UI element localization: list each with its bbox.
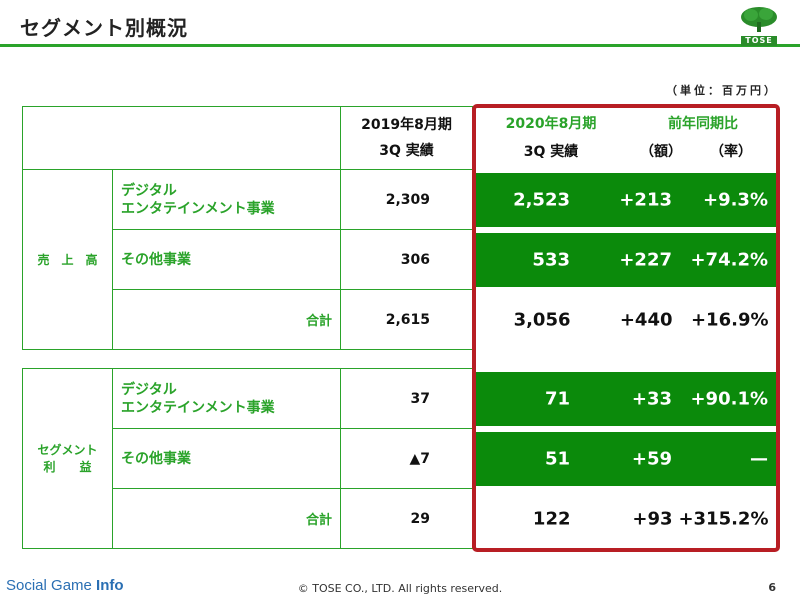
rate-value: +315.2% [678, 508, 769, 529]
profit-label-line2: 利 益 [43, 459, 92, 474]
prev-value: 306 [340, 229, 473, 290]
header-rate: （率） [710, 143, 752, 160]
prev-value: 29 [340, 488, 473, 549]
header-amount: （額） [640, 143, 682, 160]
total-values: 3,056 +440 +16.9% [473, 293, 777, 347]
rate-value: +74.2% [690, 249, 768, 270]
cur-value: 122 [532, 508, 571, 529]
row-label-line2: エンタテインメント事業 [121, 200, 275, 217]
current-values-row: 71 +33 +90.1% [473, 369, 777, 429]
header-yoy: 前年同期比 [668, 115, 738, 132]
current-values-row: 122 +93 +315.2% [473, 489, 777, 549]
row-label-line1: デジタル [121, 381, 177, 398]
profit-segment-label: セグメント 利 益 [22, 368, 113, 549]
row-label-line2: エンタテインメント事業 [121, 399, 275, 416]
diff-value: +227 [619, 249, 672, 270]
green-highlight: 2,523 +213 +9.3% [473, 172, 776, 227]
header-empty-cell [22, 106, 341, 170]
title-divider [0, 44, 800, 47]
page-title: セグメント別概況 [20, 16, 188, 40]
tose-logo: TOSE [739, 6, 779, 46]
unit-label: （単位：百万円） [666, 84, 778, 97]
diff-value: +213 [619, 189, 672, 210]
prev-value: 37 [340, 368, 473, 429]
prev-value: 2,309 [340, 169, 473, 230]
current-values-row: 3,056 +440 +16.9% [473, 290, 777, 350]
tree-icon [741, 7, 777, 32]
brand-text-bold: Info [96, 577, 124, 594]
current-values-row: 51 +59 — [473, 429, 777, 489]
copyright: © TOSE CO., LTD. All rights reserved. [297, 582, 503, 595]
current-values-row: 2,523 +213 +9.3% [473, 170, 777, 230]
brand-text: Social Game [6, 577, 97, 594]
diff-value: +59 [631, 448, 672, 469]
header-prev-actual: 3Q 実績 [379, 143, 434, 159]
total-label: 合計 [112, 488, 341, 549]
diff-value: +93 [632, 508, 673, 529]
header-current-year: 2020年8月期 3Q 実績 前年同期比 （額） （率） [473, 107, 777, 170]
prev-value: 2,615 [340, 289, 473, 350]
header-cur-actual: 3Q 実績 [523, 143, 579, 160]
total-label: 合計 [112, 289, 341, 350]
total-values: 122 +93 +315.2% [473, 492, 777, 546]
footer-brand: Social Game Info [6, 577, 124, 594]
cur-value: 2,523 [513, 189, 570, 210]
cur-value: 71 [544, 388, 570, 409]
row-label-digital: デジタル エンタテインメント事業 [112, 368, 341, 429]
green-highlight: 533 +227 +74.2% [473, 232, 776, 287]
green-highlight: 71 +33 +90.1% [473, 371, 776, 426]
profit-label-line1: セグメント [37, 442, 98, 457]
page-number: 6 [768, 581, 776, 594]
header-cur-period: 2020年8月期 [505, 115, 597, 132]
diff-value: +33 [631, 388, 672, 409]
sales-segment-label: 売 上 高 [22, 169, 113, 350]
rate-value: +9.3% [702, 189, 768, 210]
prev-value: ▲7 [340, 428, 473, 489]
profit-table: セグメント 利 益 デジタル エンタテインメント事業 37 71 +33 +90… [22, 368, 777, 549]
cur-value: 3,056 [513, 309, 571, 330]
diff-value: +440 [619, 309, 673, 330]
current-values-row: 533 +227 +74.2% [473, 230, 777, 290]
rate-value: +16.9% [690, 309, 769, 330]
row-label-line1: デジタル [121, 182, 177, 199]
cur-value: 51 [544, 448, 570, 469]
logo-text: TOSE [741, 36, 777, 46]
rate-value: — [750, 448, 768, 469]
header-prev-period: 2019年8月期 [361, 117, 452, 133]
row-label-other: その他事業 [112, 229, 341, 290]
rate-value: +90.1% [690, 388, 768, 409]
sales-table: 2019年8月期 3Q 実績 2020年8月期 3Q 実績 前年同期比 （額） … [22, 106, 777, 350]
green-highlight: 51 +59 — [473, 431, 776, 486]
header-prev-year: 2019年8月期 3Q 実績 [340, 106, 473, 170]
row-label-digital: デジタル エンタテインメント事業 [112, 169, 341, 230]
cur-value: 533 [532, 249, 570, 270]
row-label-other: その他事業 [112, 428, 341, 489]
